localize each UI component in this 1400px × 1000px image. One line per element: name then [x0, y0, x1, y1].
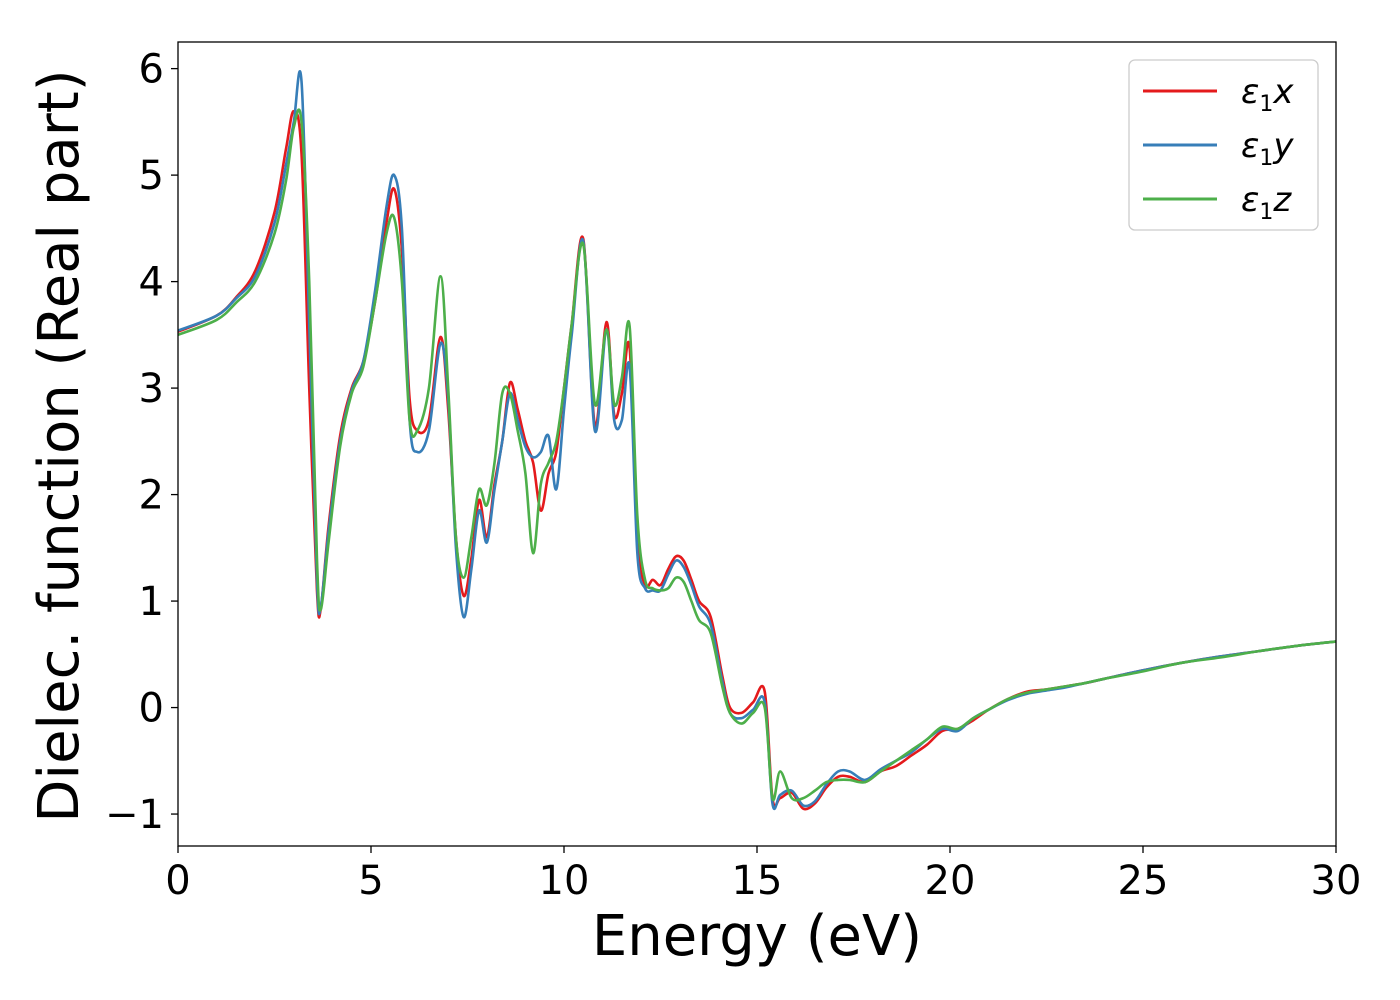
x-tick-label: 30: [1311, 858, 1362, 904]
x-tick-label: 5: [358, 858, 383, 904]
legend-box: [1128, 59, 1319, 231]
x-tick-label: 10: [539, 858, 590, 904]
y-tick-label: 6: [139, 47, 164, 93]
legend: ε1x ε1y ε1z: [1128, 59, 1319, 231]
y-tick-label: 3: [139, 366, 164, 412]
x-tick-label: 15: [732, 858, 783, 904]
y-tick-label: 0: [139, 686, 164, 732]
series-line-z: [178, 108, 1336, 802]
y-tick-label: 5: [139, 153, 164, 199]
y-tick-label: −1: [105, 792, 164, 838]
y-tick-label: 2: [139, 473, 164, 519]
x-tick-label: 20: [925, 858, 976, 904]
y-tick-label: 1: [139, 579, 164, 625]
x-axis-ticks: 0 5 10 15 20 25 30: [165, 846, 1361, 904]
series-layer: [178, 70, 1336, 811]
x-tick-label: 0: [165, 858, 190, 904]
y-tick-label: 4: [139, 260, 164, 306]
x-axis-title: Energy (eV): [592, 904, 922, 969]
legend-label-x: ε1x: [1241, 72, 1294, 117]
legend-label-y: ε1y: [1241, 126, 1294, 171]
y-axis-ticks: −1 0 1 2 3 4 5 6: [105, 47, 178, 838]
x-tick-label: 25: [1118, 858, 1169, 904]
legend-label-z: ε1z: [1241, 180, 1292, 225]
y-axis-title: Dielec. function (Real part): [27, 69, 92, 822]
